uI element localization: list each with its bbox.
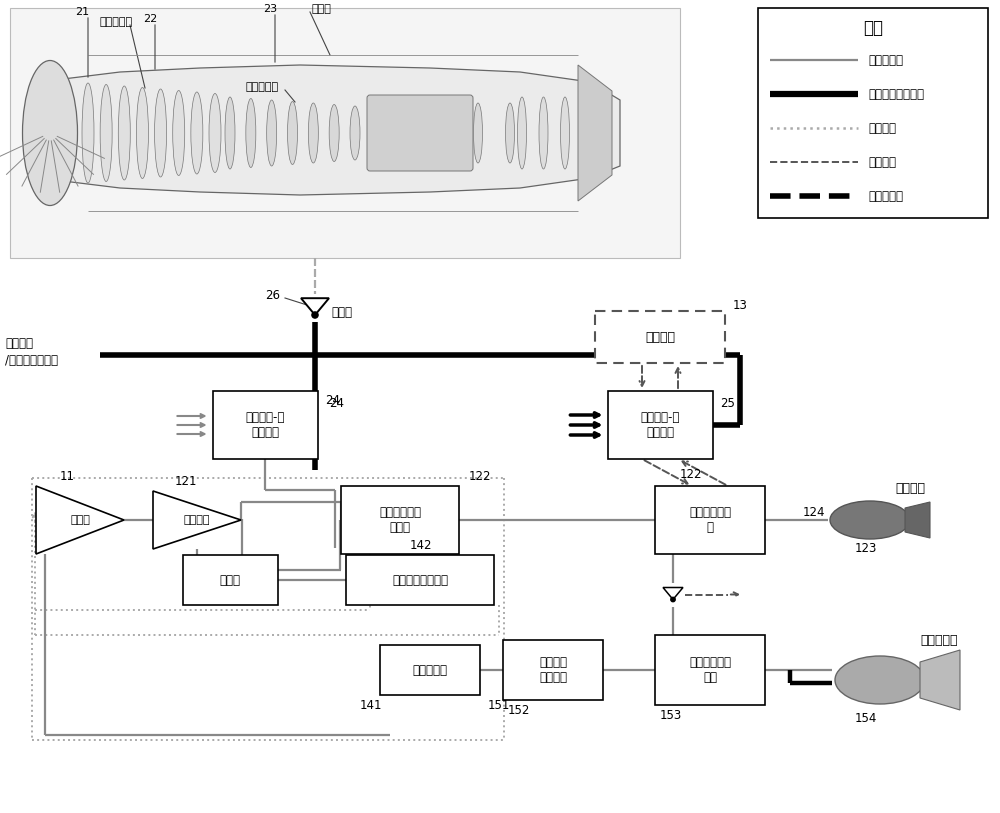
Text: 图例: 图例: [863, 19, 883, 37]
Text: 控制装置及作动筒: 控制装置及作动筒: [392, 573, 448, 586]
Polygon shape: [905, 502, 930, 538]
FancyBboxPatch shape: [367, 95, 473, 171]
Ellipse shape: [350, 106, 360, 160]
FancyBboxPatch shape: [595, 311, 725, 363]
Text: 回油流路: 回油流路: [868, 121, 896, 134]
Text: 主燃滑油散热
器: 主燃滑油散热 器: [689, 506, 731, 534]
Text: 主燃油泵: 主燃油泵: [184, 515, 210, 525]
FancyBboxPatch shape: [655, 486, 765, 554]
Ellipse shape: [22, 60, 78, 206]
Text: 123: 123: [855, 541, 877, 554]
FancyBboxPatch shape: [655, 635, 765, 705]
Text: 122: 122: [469, 469, 492, 482]
FancyBboxPatch shape: [608, 391, 712, 459]
Text: 152: 152: [508, 703, 530, 716]
Text: 飞机来油: 飞机来油: [5, 337, 33, 350]
Ellipse shape: [155, 89, 167, 177]
Text: 23: 23: [263, 4, 277, 14]
Ellipse shape: [173, 90, 185, 176]
Ellipse shape: [288, 102, 298, 164]
Text: 加力燃滑油散
热器: 加力燃滑油散 热器: [689, 656, 731, 684]
FancyBboxPatch shape: [503, 640, 603, 700]
Polygon shape: [920, 650, 960, 710]
Text: 13: 13: [733, 298, 748, 311]
Text: 24: 24: [326, 393, 340, 406]
Ellipse shape: [308, 103, 318, 163]
Text: 冷空气流路: 冷空气流路: [868, 189, 903, 202]
Ellipse shape: [474, 103, 482, 163]
FancyBboxPatch shape: [10, 8, 680, 258]
Polygon shape: [578, 65, 612, 201]
Text: 高压压气机: 高压压气机: [245, 82, 278, 92]
Text: 控制阀: 控制阀: [331, 306, 352, 319]
Text: 外涵空气-燃
油散热器: 外涵空气-燃 油散热器: [245, 411, 285, 439]
FancyBboxPatch shape: [758, 8, 988, 218]
Polygon shape: [30, 65, 620, 195]
Text: 22: 22: [143, 14, 157, 24]
Text: 外涵空气-滑
油散热器: 外涵空气-滑 油散热器: [640, 411, 680, 439]
Text: 加力燃油
计量装置: 加力燃油 计量装置: [539, 656, 567, 684]
Ellipse shape: [82, 83, 94, 183]
Polygon shape: [36, 486, 124, 554]
Text: 主燃油机械液
压装置: 主燃油机械液 压装置: [379, 506, 421, 534]
Polygon shape: [153, 491, 241, 549]
Text: 加力燃油泵: 加力燃油泵: [413, 663, 448, 676]
Text: 142: 142: [410, 538, 432, 551]
Text: 121: 121: [175, 475, 198, 488]
Polygon shape: [301, 298, 329, 315]
Text: 154: 154: [855, 711, 877, 724]
Ellipse shape: [560, 97, 570, 169]
Ellipse shape: [118, 86, 130, 180]
Text: 21: 21: [75, 7, 89, 17]
Text: 伺服泵: 伺服泵: [220, 573, 240, 586]
Text: 燃油流路（高温）: 燃油流路（高温）: [868, 88, 924, 101]
Ellipse shape: [191, 92, 203, 174]
Ellipse shape: [539, 97, 548, 169]
Text: 124: 124: [802, 506, 825, 519]
Text: 151: 151: [488, 698, 510, 711]
Text: 25: 25: [720, 397, 735, 410]
Circle shape: [671, 598, 675, 602]
Text: 燃油主流路: 燃油主流路: [868, 54, 903, 67]
Polygon shape: [663, 588, 683, 599]
Ellipse shape: [830, 501, 910, 539]
Ellipse shape: [267, 100, 277, 166]
Ellipse shape: [329, 105, 339, 162]
Text: 11: 11: [60, 469, 75, 482]
Ellipse shape: [225, 97, 235, 169]
Text: 153: 153: [660, 708, 682, 721]
Text: 主燃烧室: 主燃烧室: [895, 481, 925, 494]
Text: 加力燃烧室: 加力燃烧室: [920, 633, 958, 646]
Text: 141: 141: [360, 698, 382, 711]
FancyBboxPatch shape: [182, 555, 278, 605]
Ellipse shape: [209, 93, 221, 172]
Circle shape: [312, 312, 318, 318]
Ellipse shape: [835, 656, 925, 704]
Ellipse shape: [518, 97, 526, 169]
Text: /发动机入口燃油: /发动机入口燃油: [5, 354, 58, 367]
Text: 外涵道: 外涵道: [312, 4, 332, 14]
Text: 低压压气机: 低压压气机: [100, 17, 133, 27]
FancyBboxPatch shape: [346, 555, 494, 605]
Text: 滑油流路: 滑油流路: [868, 155, 896, 168]
Text: 增压泵: 增压泵: [70, 515, 90, 525]
Ellipse shape: [246, 98, 256, 167]
FancyBboxPatch shape: [212, 391, 318, 459]
Text: 122: 122: [680, 467, 702, 480]
FancyBboxPatch shape: [341, 486, 459, 554]
FancyBboxPatch shape: [380, 645, 480, 695]
Ellipse shape: [136, 88, 148, 179]
Ellipse shape: [506, 103, 514, 163]
Text: 26: 26: [265, 289, 280, 302]
Ellipse shape: [100, 85, 112, 181]
Text: 滑油系统: 滑油系统: [645, 331, 675, 344]
Text: 24: 24: [330, 397, 344, 410]
